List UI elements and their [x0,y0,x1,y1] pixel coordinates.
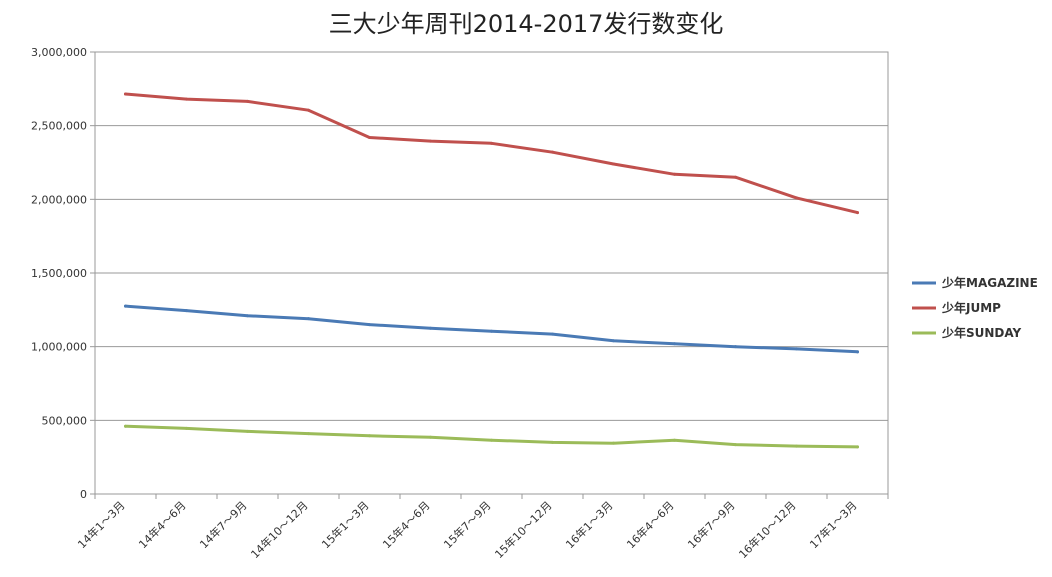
data-point [612,339,615,343]
data-point [246,314,249,318]
x-tick-label: 16年10～12月 [736,498,799,561]
data-point [551,150,554,154]
x-tick-label: 15年10～12月 [492,498,555,561]
data-point [307,317,310,321]
y-tick-label: 2,500,000 [31,120,87,133]
data-point [368,323,371,327]
data-point [185,309,188,313]
legend-label: 少年SUNDAY [941,325,1022,340]
data-point [551,332,554,336]
data-point [307,108,310,112]
data-point [673,342,676,346]
data-point [734,345,737,349]
gridlines [95,51,888,421]
series-line [124,424,859,449]
axes [90,51,889,499]
data-point [856,445,859,449]
x-tick-label: 16年1～3月 [563,498,616,551]
data-point [368,434,371,438]
y-tick-label: 3,000,000 [31,46,87,59]
series-line [124,304,859,354]
legend-label: 少年JUMP [941,300,1001,315]
legend-label: 少年MAGAZINE [941,275,1038,290]
data-point [429,435,432,439]
data-point [673,172,676,176]
x-tick-label: 15年4～6月 [380,498,433,551]
data-point [124,92,127,96]
series-lines [124,92,859,449]
data-point [856,350,859,354]
x-tick-label: 14年7～9月 [197,498,250,551]
x-tick-label: 15年7～9月 [441,498,494,551]
y-tick-label: 1,000,000 [31,341,87,354]
chart-title: 三大少年周刊2014-2017发行数变化 [328,10,724,38]
y-tick-label: 2,000,000 [31,193,87,206]
data-point [612,441,615,445]
x-tick-label: 14年1～3月 [75,498,128,551]
y-tick-label: 1,500,000 [31,267,87,280]
x-tick-label: 17年1～3月 [807,498,860,551]
data-point [429,326,432,330]
data-point [185,97,188,101]
x-tick-label: 14年10～12月 [248,498,311,561]
data-point [124,304,127,308]
data-point [368,135,371,139]
data-point [734,175,737,179]
data-point [429,139,432,143]
legend: 少年MAGAZINE 少年JUMP 少年SUNDAY [912,275,1038,340]
data-point [124,424,127,428]
data-point [490,438,493,442]
y-tick-label: 0 [80,488,87,501]
data-point [673,438,676,442]
data-point [490,141,493,145]
data-point [734,443,737,447]
data-point [246,99,249,103]
x-tick-label: 15年1～3月 [319,498,372,551]
data-point [490,329,493,333]
data-point [795,196,798,200]
data-point [307,432,310,436]
data-point [612,162,615,166]
x-tick-label: 14年4～6月 [136,498,189,551]
x-tick-label: 16年7～9月 [685,498,738,551]
series-line [124,92,859,215]
data-point [246,429,249,433]
data-point [856,211,859,215]
data-point [795,347,798,351]
y-tick-labels: 0 500,000 1,000,000 1,500,000 2,000,000 2,500… [31,46,87,501]
data-point [185,426,188,430]
y-tick-label: 500,000 [42,414,88,427]
data-point [795,444,798,448]
x-tick-label: 16年4～6月 [624,498,677,551]
data-point [551,440,554,444]
